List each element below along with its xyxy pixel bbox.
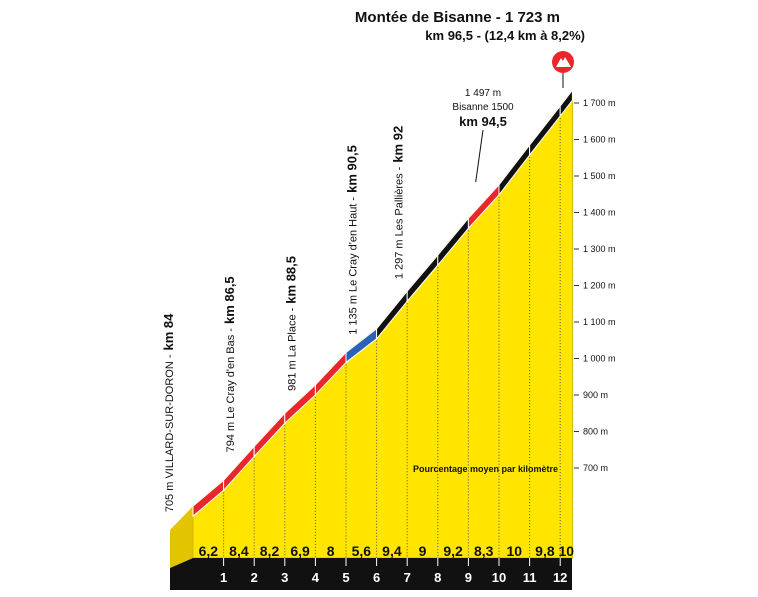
waypoint-name: 1 297 m Les Pallières - — [394, 166, 406, 279]
altitude-tick-label: 700 m — [583, 463, 608, 473]
gradient-label: 8,4 — [229, 543, 249, 559]
waypoint-name: 794 m Le Cray d'en Bas - — [225, 328, 237, 453]
km-tick-label: 9 — [465, 570, 472, 585]
waypoint-km: km 90,5 — [345, 145, 360, 193]
altitude-tick-label: 1 700 m — [583, 98, 616, 108]
altitude-tick-label: 900 m — [583, 390, 608, 400]
altitude-tick-label: 800 m — [583, 427, 608, 437]
gradient-label: 10 — [559, 543, 575, 559]
legend: Pourcentage moyen par kilomètre — [413, 464, 558, 474]
gradient-label: 8 — [327, 543, 335, 559]
km-tick-label: 1 — [220, 570, 227, 585]
waypoint-name: 1 135 m Le Cray d'en Haut - — [348, 197, 360, 335]
point-altitude: 1 497 m — [465, 88, 501, 99]
gradient-label: 9 — [419, 543, 427, 559]
ridge-segment — [559, 88, 573, 118]
gradient-label: 9,8 — [535, 543, 555, 559]
gradient-label: 6,9 — [290, 543, 310, 559]
km-tick-label: 12 — [553, 570, 567, 585]
km-tick-label: 7 — [404, 570, 411, 585]
waypoint-km: km 88,5 — [283, 256, 298, 304]
altitude-tick-label: 1 100 m — [583, 317, 616, 327]
waypoint-label: 705 m VILLARD-SUR-DORON - km 84 — [161, 313, 176, 512]
km-tick-label: 11 — [523, 570, 537, 585]
gradient-label: 8,2 — [260, 543, 280, 559]
waypoint-name: 705 m VILLARD-SUR-DORON - — [164, 354, 176, 512]
altitude-tick-label: 1 400 m — [583, 208, 616, 218]
waypoint-label: 981 m La Place - km 88,5 — [283, 256, 298, 391]
altitude-tick-label: 1 500 m — [583, 171, 616, 181]
gradient-label: 9,4 — [382, 543, 402, 559]
waypoint-name: 981 m La Place - — [286, 307, 298, 390]
summit-icon — [556, 57, 571, 67]
km-tick-label: 6 — [373, 570, 380, 585]
altitude-tick-label: 1 600 m — [583, 135, 616, 145]
km-tick-label: 5 — [342, 570, 349, 585]
waypoint-km: km 86,5 — [222, 276, 237, 324]
waypoint-km: km 92 — [391, 126, 406, 163]
profile-side — [170, 506, 193, 568]
gradient-label: 5,6 — [352, 543, 372, 559]
altitude-tick-label: 1 000 m — [583, 354, 616, 364]
waypoint-label: 1 297 m Les Pallières - km 92 — [391, 126, 406, 279]
waypoint-km: km 84 — [161, 313, 176, 351]
waypoint-label: 1 135 m Le Cray d'en Haut - km 90,5 — [345, 145, 360, 335]
waypoint-label: 794 m Le Cray d'en Bas - km 86,5 — [222, 276, 237, 452]
point-name: Bisanne 1500 — [452, 102, 514, 113]
km-tick-label: 8 — [434, 570, 441, 585]
point-leader — [475, 129, 484, 183]
altitude-tick-label: 1 300 m — [583, 244, 616, 254]
km-tick-label: 3 — [281, 570, 288, 585]
gradient-label: 10 — [507, 543, 523, 559]
title: Montée de Bisanne - 1 723 m — [355, 9, 560, 26]
base-band — [170, 558, 572, 590]
profile: 6,2 8,4 8,2 6,9 8 5,6 9,4 9 9,2 8,3 10 9,8 101 2 3 4 5 6 7… — [161, 88, 616, 590]
gradient-label: 8,3 — [474, 543, 494, 559]
km-tick-label: 4 — [312, 570, 320, 585]
km-tick-label: 2 — [251, 570, 258, 585]
gradient-label: 9,2 — [443, 543, 463, 559]
point-km: km 94,5 — [459, 114, 507, 129]
altitude-tick-label: 1 200 m — [583, 281, 616, 291]
gradient-label: 6,2 — [199, 543, 219, 559]
subtitle: km 96,5 - (12,4 km à 8,2%) — [425, 28, 585, 43]
km-tick-label: 10 — [492, 570, 506, 585]
